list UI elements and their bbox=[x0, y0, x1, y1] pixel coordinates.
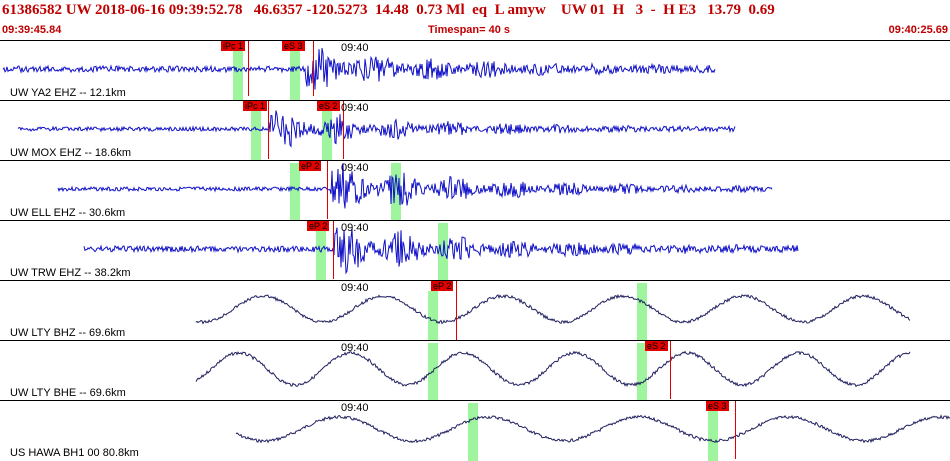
pick-window bbox=[290, 49, 300, 101]
station-label: US HAWA BH1 00 80.8km bbox=[10, 447, 139, 459]
time-label: 09:40 bbox=[341, 342, 369, 354]
station-label: UW LTY BHE -- 69.6km bbox=[10, 387, 126, 399]
waveform-hawa bbox=[235, 414, 950, 444]
time-label: 09:40 bbox=[341, 402, 369, 414]
pick-label[interactable]: eS 3 bbox=[706, 401, 729, 411]
time-label: 09:40 bbox=[341, 162, 369, 174]
trace-panel-mox[interactable]: iPc 1 eS 2 09:40 UW MOX EHZ -- 18.6km bbox=[0, 100, 950, 161]
pick-label[interactable]: eP 2 bbox=[431, 281, 454, 291]
pick-window bbox=[290, 163, 300, 221]
pick-window bbox=[468, 403, 478, 461]
station-label: UW ELL EHZ -- 30.6km bbox=[10, 207, 126, 219]
pick-window bbox=[251, 111, 261, 161]
pick-line bbox=[670, 341, 671, 399]
pick-line bbox=[327, 161, 328, 219]
pick-window bbox=[637, 283, 647, 341]
waveform-trw bbox=[83, 227, 799, 275]
pick-line bbox=[313, 41, 314, 96]
station-label: UW TRW EHZ -- 38.2km bbox=[10, 267, 131, 279]
pick-label[interactable]: iPc 1 bbox=[243, 101, 268, 111]
time-label: 09:40 bbox=[341, 282, 369, 294]
pick-label[interactable]: eP 2 bbox=[299, 161, 322, 171]
trace-panel-ya2[interactable]: iPc 1 eS 3 09:40 UW YA2 EHZ -- 12.1km bbox=[0, 40, 950, 101]
pick-label[interactable]: eP 2 bbox=[307, 221, 330, 231]
pick-line bbox=[735, 401, 736, 459]
pick-window bbox=[637, 343, 647, 401]
pick-line bbox=[343, 101, 344, 159]
pick-line bbox=[248, 41, 249, 96]
start-time: 09:39:45.84 bbox=[2, 24, 62, 36]
station-label: UW LTY BHZ -- 69.6km bbox=[10, 327, 126, 339]
trace-panel-lty-bhe[interactable]: eS 2 09:40 UW LTY BHE -- 69.6km bbox=[0, 340, 950, 401]
pick-window bbox=[391, 163, 401, 221]
pick-line bbox=[268, 101, 269, 159]
station-label: UW YA2 EHZ -- 12.1km bbox=[10, 87, 126, 99]
trace-panel-lty-bhz[interactable]: eP 2 09:40 UW LTY BHZ -- 69.6km bbox=[0, 280, 950, 341]
trace-panel-ell[interactable]: eP 2 09:40 UW ELL EHZ -- 30.6km bbox=[0, 160, 950, 221]
trace-panel-hawa[interactable]: eS 3 09:40 US HAWA BH1 00 80.8km bbox=[0, 400, 950, 461]
waveform-lty-bhe bbox=[195, 350, 911, 388]
pick-label[interactable]: iPc 1 bbox=[221, 41, 246, 51]
pick-label[interactable]: eS 2 bbox=[645, 341, 668, 351]
pick-label[interactable]: eS 2 bbox=[317, 101, 340, 111]
pick-window bbox=[322, 111, 332, 161]
event-header: 61386582 UW 2018-06-16 09:39:52.78 46.63… bbox=[0, 0, 950, 40]
time-label: 09:40 bbox=[341, 42, 369, 54]
pick-line bbox=[456, 281, 457, 341]
pick-line bbox=[333, 221, 334, 279]
timespan: Timespan= 40 s bbox=[428, 24, 511, 36]
waveform-ell bbox=[57, 163, 773, 209]
time-label: 09:40 bbox=[341, 102, 369, 114]
time-label: 09:40 bbox=[341, 222, 369, 234]
pick-window bbox=[428, 291, 438, 341]
pick-label[interactable]: eS 3 bbox=[282, 41, 305, 51]
station-label: UW MOX EHZ -- 18.6km bbox=[10, 147, 132, 159]
trace-panel-trw[interactable]: eP 2 09:40 UW TRW EHZ -- 38.2km bbox=[0, 220, 950, 281]
pick-window bbox=[708, 411, 718, 461]
event-summary: 61386582 UW 2018-06-16 09:39:52.78 46.63… bbox=[2, 2, 775, 18]
waveform-mox bbox=[17, 110, 736, 148]
waveform-lty-bhz bbox=[195, 293, 911, 325]
waveform-ya2 bbox=[2, 48, 716, 90]
pick-window bbox=[233, 49, 243, 101]
end-time: 09:40:25.69 bbox=[888, 24, 948, 36]
